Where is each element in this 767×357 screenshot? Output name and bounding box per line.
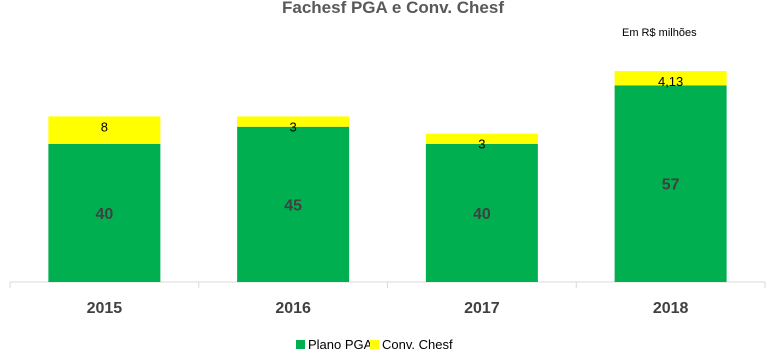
data-label-conv-chesf-2018: 4,13 (658, 74, 683, 89)
x-tick-label-2015: 2015 (87, 300, 123, 317)
legend-label-conv-chesf: Conv. Chesf (382, 337, 453, 352)
data-label-plano-pga-2015: 40 (95, 206, 113, 223)
bar-plano-pga-2018 (614, 85, 727, 282)
legend-label-plano-pga: Plano PGA (308, 337, 373, 352)
legend: Plano PGA Conv. Chesf (296, 337, 453, 352)
plot-area: 40 8 2015 45 3 2016 40 3 2017 57 4,13 2018 (9, 71, 766, 317)
chart-title: Fachesf PGA e Conv. Chesf (282, 0, 504, 17)
x-tick-label-2017: 2017 (464, 300, 500, 317)
bar-conv-chesf-2015 (48, 116, 161, 144)
bar-plano-pga-2017 (425, 144, 538, 282)
data-label-plano-pga-2017: 40 (473, 206, 491, 223)
data-label-conv-chesf-2015: 8 (101, 119, 108, 134)
bar-conv-chesf-2017 (425, 133, 538, 144)
x-tick-label-2018: 2018 (653, 300, 689, 317)
bar-conv-chesf-2018 (614, 71, 727, 86)
data-label-plano-pga-2018: 57 (662, 177, 680, 194)
data-label-plano-pga-2016: 45 (284, 197, 302, 214)
x-tick-label-2016: 2016 (275, 300, 311, 317)
bar-plano-pga-2016 (237, 126, 350, 282)
bar-plano-pga-2015 (48, 144, 161, 282)
unit-note: Em R$ milhões (622, 27, 697, 39)
legend-swatch-conv-chesf (370, 340, 379, 349)
legend-swatch-plano-pga (296, 340, 305, 349)
data-label-conv-chesf-2017: 3 (478, 137, 485, 152)
data-label-conv-chesf-2016: 3 (290, 119, 297, 134)
bar-conv-chesf-2016 (237, 116, 350, 127)
